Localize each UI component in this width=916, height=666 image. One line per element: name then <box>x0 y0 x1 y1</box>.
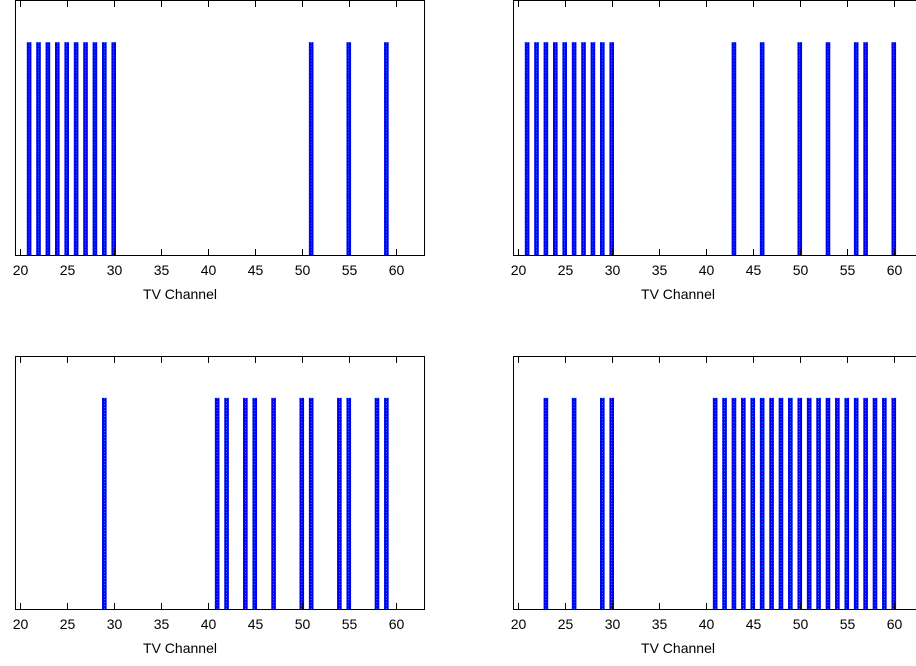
x-tick-label: 25 <box>60 616 76 632</box>
x-tick-label: 50 <box>295 262 311 278</box>
subplot-3: 20 25 30 35 40 45 50 55 60 TV Channel <box>13 356 425 656</box>
x-tick-label: 30 <box>107 616 123 632</box>
x-tick-label: 35 <box>652 616 668 632</box>
x-tick-label: 60 <box>389 616 405 632</box>
x-tick-label: 35 <box>154 262 170 278</box>
x-tick-label: 45 <box>248 262 264 278</box>
x-tick-label: 45 <box>248 616 264 632</box>
x-tick-label: 50 <box>793 616 809 632</box>
subplot-2: 20 25 30 35 40 45 50 55 60 TV Channel <box>511 0 916 302</box>
axes-frame <box>15 356 425 610</box>
x-tick-label: 35 <box>652 262 668 278</box>
x-tick-label: 40 <box>699 262 715 278</box>
x-axis-label: TV Channel <box>641 640 715 656</box>
x-tick-label: 60 <box>887 616 903 632</box>
x-tick-label: 40 <box>201 262 217 278</box>
subplot-1: 20 25 30 35 40 45 50 55 60 TV Channel <box>13 0 425 302</box>
x-axis-label: TV Channel <box>641 286 715 302</box>
x-tick-label: 60 <box>887 262 903 278</box>
x-tick-label: 55 <box>840 616 856 632</box>
x-tick-label: 40 <box>699 616 715 632</box>
x-tick-label: 20 <box>511 616 527 632</box>
x-tick-label: 45 <box>746 616 762 632</box>
x-tick-label: 20 <box>13 616 29 632</box>
x-tick-label: 25 <box>60 262 76 278</box>
x-tick-label: 45 <box>746 262 762 278</box>
x-tick-label: 35 <box>154 616 170 632</box>
x-tick-label: 30 <box>605 616 621 632</box>
x-tick-label: 55 <box>840 262 856 278</box>
x-tick-label: 40 <box>201 616 217 632</box>
axes-frame <box>513 356 916 610</box>
x-tick-label: 55 <box>342 616 358 632</box>
x-axis-label: TV Channel <box>143 286 217 302</box>
x-tick-label: 20 <box>511 262 527 278</box>
x-tick-label: 55 <box>342 262 358 278</box>
x-axis-label: TV Channel <box>143 640 217 656</box>
x-tick-label: 25 <box>558 262 574 278</box>
x-tick-label: 50 <box>793 262 809 278</box>
x-tick-label: 20 <box>13 262 29 278</box>
x-tick-label: 60 <box>389 262 405 278</box>
x-tick-label: 30 <box>605 262 621 278</box>
axes-frame <box>15 0 425 256</box>
subplot-4: 20 25 30 35 40 45 50 55 60 TV Channel <box>511 356 916 656</box>
axes-frame <box>513 0 916 256</box>
x-tick-label: 25 <box>558 616 574 632</box>
x-tick-label: 30 <box>107 262 123 278</box>
x-tick-label: 50 <box>295 616 311 632</box>
